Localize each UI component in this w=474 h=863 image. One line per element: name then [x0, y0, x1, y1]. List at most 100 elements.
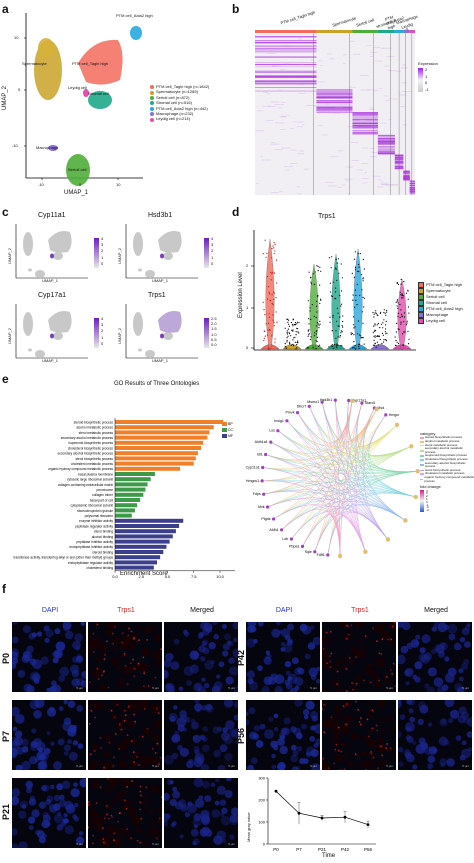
violin-point: [336, 321, 337, 322]
violin-point: [264, 338, 265, 339]
heatmap-cell: [352, 113, 377, 114]
violin-point: [295, 324, 296, 325]
gray-point: [367, 823, 370, 826]
network-gene-node: [360, 402, 363, 405]
heatmap-cell: [331, 95, 336, 96]
violin-point: [292, 339, 293, 340]
violin-point: [296, 331, 297, 332]
go-bar: [115, 462, 194, 466]
violin-point: [341, 330, 342, 331]
violin-point: [400, 317, 401, 318]
violin-point: [358, 264, 359, 265]
violin-point: [360, 335, 361, 336]
violin-point: [264, 314, 265, 315]
heatmap-cell: [283, 45, 291, 46]
violin-point: [383, 339, 384, 340]
network-category-node: [374, 407, 378, 411]
heatmap-cell: [338, 187, 341, 188]
go-term-label: isoprenoid biosynthetic process: [69, 441, 114, 445]
network-legend-swatch: [420, 470, 424, 472]
heatmap-cell: [297, 194, 301, 195]
violin-point: [353, 294, 354, 295]
violin-point: [352, 347, 353, 348]
heatmap-cell: [316, 94, 352, 95]
violin-point: [298, 332, 299, 333]
heatmap-cell: [410, 192, 415, 193]
violin-point: [316, 317, 317, 318]
col-head-trps1-left: Trps1: [88, 607, 164, 614]
go-ontology-label: MF: [228, 434, 233, 438]
violin-point: [287, 333, 288, 334]
violin-point: [296, 323, 297, 324]
gray-ytick: 200: [258, 798, 265, 803]
heatmap-cell: [316, 100, 352, 101]
violin-ytick-2: 2: [246, 264, 248, 268]
go-term-label: basal part of cell: [90, 498, 114, 502]
violin-point: [274, 250, 275, 251]
violin-point: [316, 265, 317, 266]
go-term-label: ribonucleoprotein granule: [77, 509, 113, 513]
network-gene-label: Hmgcr: [389, 413, 400, 417]
violin-point: [318, 270, 319, 271]
violin-point: [275, 338, 276, 339]
heatmap-cell: [343, 63, 346, 64]
heatmap-legend-tick-3: 0: [425, 81, 429, 85]
heatmap-cell: [296, 186, 299, 187]
heatmap-col-bar: [378, 30, 395, 33]
network-gene-node: [313, 550, 316, 553]
violin-point: [363, 337, 364, 338]
gray-ytick: 100: [258, 820, 265, 825]
scale-bar-label: 5 μm: [152, 686, 159, 690]
violin-point: [297, 342, 298, 343]
violin-point: [332, 346, 333, 347]
go-bar: [115, 555, 160, 559]
go-bar: [115, 540, 170, 544]
violin-point: [397, 342, 398, 343]
go-bar: [115, 425, 214, 429]
violin-point: [268, 323, 269, 324]
feature-plot-colorbar: [204, 238, 209, 268]
heatmap-cell: [316, 96, 352, 97]
feature-plot-title: Cyp17a1: [38, 292, 66, 299]
violin-point: [293, 345, 294, 346]
violin-point: [273, 291, 274, 292]
violin-point: [275, 244, 276, 245]
go-ontology-swatch: [222, 428, 227, 432]
heatmap-cell: [388, 119, 391, 120]
heatmap-cell: [318, 82, 326, 83]
heatmap-cell: [297, 126, 303, 127]
go-bar: [115, 436, 207, 440]
violin-point: [402, 333, 403, 334]
violin-point: [382, 327, 383, 328]
heatmap-cell: [410, 181, 415, 182]
violin-point: [292, 324, 293, 325]
violin-point: [397, 283, 398, 284]
merged-image: 5 μm: [398, 622, 472, 692]
violin-point: [400, 294, 401, 295]
heatmap-cell: [403, 170, 409, 171]
violin-point: [310, 319, 311, 320]
heatmap-cell: [316, 110, 352, 111]
violin-point: [339, 295, 340, 296]
violin-point: [271, 248, 272, 249]
go-bar: [115, 456, 196, 460]
heatmap-cell: [261, 156, 263, 157]
violin-point: [380, 339, 381, 340]
network-gene-node: [280, 528, 283, 531]
violin-point: [374, 340, 375, 341]
heatmap-cell: [380, 123, 386, 124]
heatmap-cell: [333, 113, 341, 114]
scale-bar-label: 5 μm: [462, 764, 469, 768]
umap-cluster-label-macrophage: Macrophage: [36, 146, 58, 150]
network-gene-label: Ptgds: [261, 517, 270, 521]
violin-point: [398, 313, 399, 314]
violin-point: [320, 271, 321, 272]
umap-xtick-3: 10: [116, 183, 120, 187]
gray-xtick: P42: [341, 847, 350, 852]
heatmap-cell: [348, 193, 350, 194]
network-gene-label: Msmo1: [307, 400, 319, 404]
heatmap-legend: Expression 2 1 0 -1: [418, 62, 468, 92]
heatmap-cell: [293, 122, 303, 123]
violin-point: [296, 347, 297, 348]
go-ontology-label: CC: [228, 428, 234, 432]
